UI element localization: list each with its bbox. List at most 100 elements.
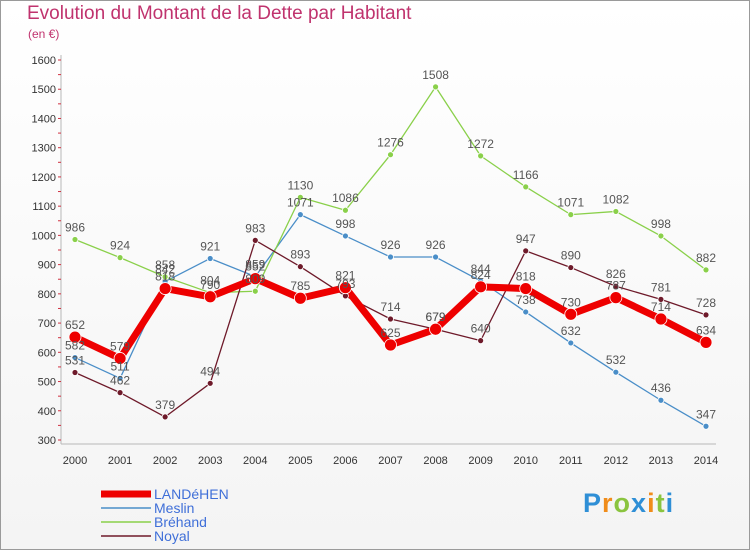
data-point	[432, 83, 439, 91]
data-label: 893	[290, 248, 310, 262]
data-point	[702, 422, 710, 430]
data-label: 379	[155, 398, 175, 412]
data-label: 640	[471, 322, 491, 336]
data-point	[248, 272, 262, 286]
data-label: 582	[65, 339, 85, 353]
data-point	[564, 307, 578, 321]
y-tick-label: 900	[38, 260, 56, 272]
data-point	[612, 368, 620, 376]
x-tick-label: 2011	[559, 455, 583, 467]
data-label: 785	[290, 279, 310, 293]
data-point	[519, 282, 533, 295]
data-label: 947	[516, 232, 536, 246]
data-label: 494	[200, 364, 220, 378]
data-point	[293, 291, 307, 305]
data-point	[71, 354, 79, 361]
data-point	[251, 287, 259, 295]
data-label: 842	[155, 263, 175, 277]
y-tick-label: 700	[38, 318, 56, 330]
data-point	[654, 312, 668, 326]
data-label: 983	[245, 221, 265, 235]
data-point	[68, 330, 82, 344]
data-label: 818	[516, 270, 536, 284]
data-point	[657, 232, 665, 240]
data-point	[71, 236, 79, 243]
data-point	[113, 352, 127, 365]
x-tick-label: 2014	[694, 455, 718, 467]
data-point	[477, 152, 485, 160]
data-label: 679	[426, 310, 446, 324]
data-point	[206, 379, 214, 387]
data-label: 1166	[513, 168, 539, 182]
data-label: 790	[200, 278, 220, 292]
data-label: 998	[335, 217, 355, 231]
data-point	[522, 247, 530, 255]
data-label: 1272	[467, 137, 494, 151]
y-tick-label: 1400	[32, 113, 56, 125]
data-point	[522, 183, 530, 191]
data-point	[699, 335, 713, 349]
data-point	[116, 374, 124, 382]
y-tick-label: 1500	[32, 84, 56, 96]
y-tick-label: 1200	[32, 172, 56, 184]
data-point	[477, 337, 485, 345]
data-label: 632	[561, 324, 581, 338]
data-label: 634	[696, 323, 716, 337]
data-point	[567, 264, 575, 271]
chart-title: Evolution du Montant de la Dette par Hab…	[27, 3, 412, 24]
x-tick-label: 2002	[153, 455, 177, 467]
y-tick-label: 600	[38, 347, 56, 359]
data-label: 532	[606, 353, 626, 367]
data-label: 986	[65, 220, 85, 234]
x-tick-label: 2012	[604, 455, 628, 467]
data-point	[702, 311, 710, 319]
data-point	[161, 273, 169, 281]
data-point	[342, 232, 349, 240]
data-label: 1086	[332, 191, 359, 205]
data-label: 781	[651, 280, 671, 294]
data-point	[429, 322, 442, 336]
data-point	[296, 211, 304, 219]
data-label: 926	[380, 238, 400, 252]
data-point	[522, 308, 530, 316]
x-tick-label: 2004	[243, 455, 267, 467]
data-label: 625	[380, 326, 400, 340]
legend-label: LANDéHEN	[154, 486, 229, 502]
data-label: 1130	[287, 178, 313, 192]
y-tick-label: 400	[38, 406, 56, 418]
data-point	[612, 208, 620, 215]
data-point	[609, 291, 623, 305]
data-point	[387, 151, 394, 159]
data-label: 730	[561, 295, 581, 309]
data-point	[387, 253, 394, 261]
data-point	[567, 339, 575, 347]
legend-label: Bréhand	[154, 514, 207, 530]
data-point	[432, 253, 439, 261]
data-point	[702, 266, 710, 274]
y-tick-label: 800	[38, 289, 56, 301]
data-label: 921	[200, 239, 220, 253]
data-point	[657, 295, 665, 303]
y-tick-label: 500	[38, 377, 56, 389]
data-label: 826	[606, 267, 626, 281]
data-label: 714	[380, 300, 400, 314]
data-point	[161, 413, 169, 421]
data-label: 787	[606, 279, 626, 293]
x-tick-label: 2001	[108, 455, 132, 467]
data-point	[474, 280, 488, 294]
data-label: 926	[426, 238, 446, 252]
y-tick-label: 300	[38, 435, 56, 447]
data-point	[342, 206, 349, 214]
data-point	[116, 389, 124, 397]
data-label: 1508	[422, 68, 449, 82]
data-label: 511	[111, 359, 130, 373]
data-point	[657, 396, 665, 404]
data-label: 1071	[287, 196, 314, 210]
data-label: 890	[561, 249, 581, 263]
data-label: 1071	[557, 196, 584, 210]
data-label: 824	[471, 268, 491, 282]
x-tick-label: 2009	[468, 455, 492, 467]
data-point	[71, 369, 79, 376]
data-label: 347	[696, 407, 716, 421]
